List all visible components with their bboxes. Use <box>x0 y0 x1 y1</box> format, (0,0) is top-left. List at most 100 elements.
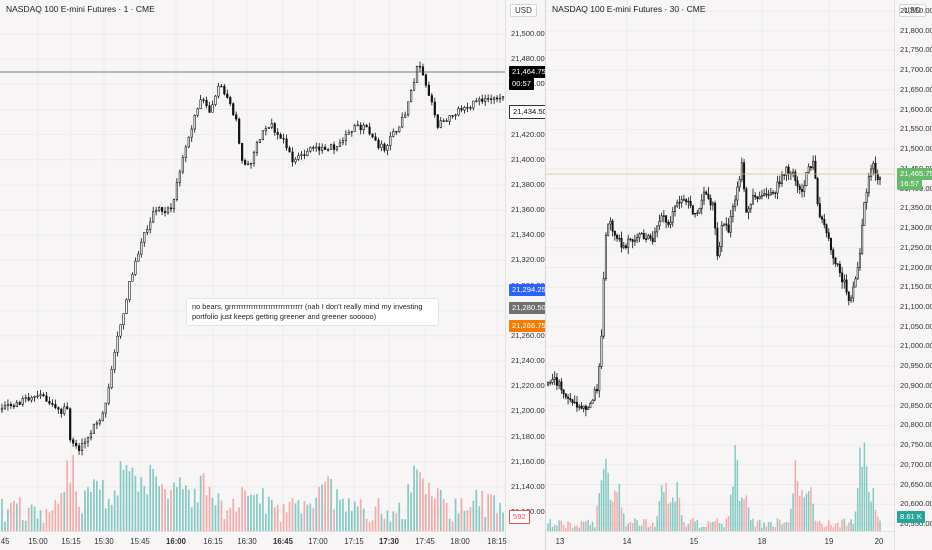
left-volume-bar <box>362 508 365 531</box>
left-chart-canvas[interactable] <box>0 0 505 531</box>
right-candle-body <box>836 263 839 265</box>
right-candle-body <box>596 389 599 392</box>
right-volume-bar <box>638 525 641 531</box>
left-candle-body <box>235 114 238 120</box>
left-candle-body <box>498 97 502 100</box>
right-candle-body <box>803 185 806 192</box>
right-volume-bar <box>830 524 832 531</box>
panel-divider[interactable] <box>545 0 546 550</box>
left-candle-body <box>445 120 448 122</box>
left-volume-bar <box>460 498 463 531</box>
chart-text-note[interactable]: no bears, grrrrrrrrrrrrrrrrrrrrrrrrrrrrr… <box>186 298 439 326</box>
left-volume-bar <box>202 473 205 531</box>
left-volume-bar <box>116 495 119 531</box>
right-candle-body <box>780 174 783 184</box>
left-volume-bar <box>410 492 412 531</box>
left-volume-bar <box>205 495 208 531</box>
left-volume-bar <box>454 498 457 531</box>
right-time-axis[interactable] <box>546 531 894 550</box>
right-volume-bar <box>707 521 710 531</box>
right-candle-body <box>694 212 697 215</box>
left-chart-panel[interactable]: NASDAQ 100 E-mini Futures · 1 · CME USD … <box>0 0 545 550</box>
right-price-tick: 20,800.00 <box>900 420 932 430</box>
right-volume-bar <box>750 519 752 531</box>
left-price-tick: 21,220.00 <box>511 381 545 391</box>
right-volume-bar <box>874 509 877 531</box>
right-candle-body <box>874 162 877 175</box>
left-candle-body <box>83 441 87 444</box>
right-chart-panel[interactable]: NASDAQ 100 E-mini Futures · 30 · CME USD… <box>546 0 932 550</box>
left-candle-body <box>374 136 377 141</box>
right-volume-bar <box>794 459 797 531</box>
right-candle-body <box>754 195 757 198</box>
right-price-axis[interactable]: USD 21,850.00 21,800.00 21,750.00 21,700.00… <box>894 0 932 550</box>
left-volume-bar <box>365 518 368 531</box>
right-candle-body <box>843 279 846 283</box>
left-candle-body <box>252 152 256 164</box>
left-candle-body <box>238 118 241 144</box>
right-volume-bar <box>687 523 690 531</box>
left-candle-body <box>386 145 389 151</box>
left-candle-body <box>163 211 167 213</box>
left-volume-bar <box>244 490 246 531</box>
right-candle-body <box>589 403 592 409</box>
right-candle-body <box>591 399 594 404</box>
left-volume-tag: 592 <box>509 510 530 524</box>
right-chart-title[interactable]: NASDAQ 100 E-mini Futures · 30 · CME <box>552 4 706 14</box>
left-candle-body <box>306 151 309 156</box>
right-volume-bar <box>859 447 861 531</box>
right-candle-body <box>580 405 583 409</box>
right-volume-bar <box>654 526 656 531</box>
left-volume-bar <box>241 487 243 531</box>
right-volume-bars <box>547 442 881 531</box>
left-candle-body <box>134 260 137 275</box>
left-candle-body <box>187 136 190 148</box>
left-candle-body <box>365 124 368 128</box>
left-chart-title[interactable]: NASDAQ 100 E-mini Futures · 1 · CME <box>6 4 155 14</box>
left-candle-body <box>324 146 327 150</box>
right-volume-bar <box>799 495 801 531</box>
left-candle-body <box>261 130 264 141</box>
right-price-tick: 21,250.00 <box>900 242 932 252</box>
left-candle-body <box>318 146 321 151</box>
right-current-price-tag: 21,465.75 <box>897 168 932 180</box>
right-chart-canvas[interactable] <box>546 0 894 531</box>
left-candles <box>0 61 505 456</box>
left-price-axis[interactable]: USD 21,500.0021,480.0021,460.0021,440.00… <box>505 0 545 550</box>
right-candle-body <box>631 239 634 242</box>
left-volume-bar <box>211 497 214 531</box>
left-candle-body <box>137 253 140 262</box>
right-volume-bar <box>745 495 748 531</box>
right-volume-bar <box>792 493 794 531</box>
left-candle-body <box>475 100 478 103</box>
right-volume-bar <box>700 526 703 531</box>
right-volume-bar <box>803 497 805 531</box>
left-candle-body <box>297 155 300 160</box>
left-candle-body <box>410 90 413 103</box>
left-currency-label[interactable]: USD <box>510 4 537 17</box>
right-volume-bar <box>560 520 563 531</box>
right-time-tick: 14 <box>622 537 632 546</box>
left-candle-body <box>276 132 279 135</box>
right-volume-bar <box>587 519 589 531</box>
left-candle-body <box>344 134 347 141</box>
left-time-axis[interactable] <box>0 531 505 550</box>
left-volume-bar <box>60 493 63 531</box>
right-price-tick: 20,750.00 <box>900 440 932 450</box>
left-volume-bar <box>7 509 9 531</box>
left-volume-bar <box>229 507 232 531</box>
left-candle-body <box>172 199 176 210</box>
right-candle-body <box>555 377 558 386</box>
right-candle-body <box>854 278 857 288</box>
left-candle-body <box>122 313 125 325</box>
left-volume-bar <box>428 483 430 531</box>
right-candle-body <box>636 237 639 241</box>
right-candle-body <box>667 221 670 225</box>
left-volume-bar <box>226 510 229 531</box>
right-volume-bar <box>672 497 674 531</box>
right-candle-body <box>665 215 668 223</box>
left-candle-body <box>202 99 205 101</box>
left-candle-body <box>45 395 48 402</box>
right-currency-label[interactable]: USD <box>899 4 926 17</box>
right-price-tick: 20,700.00 <box>900 459 932 469</box>
